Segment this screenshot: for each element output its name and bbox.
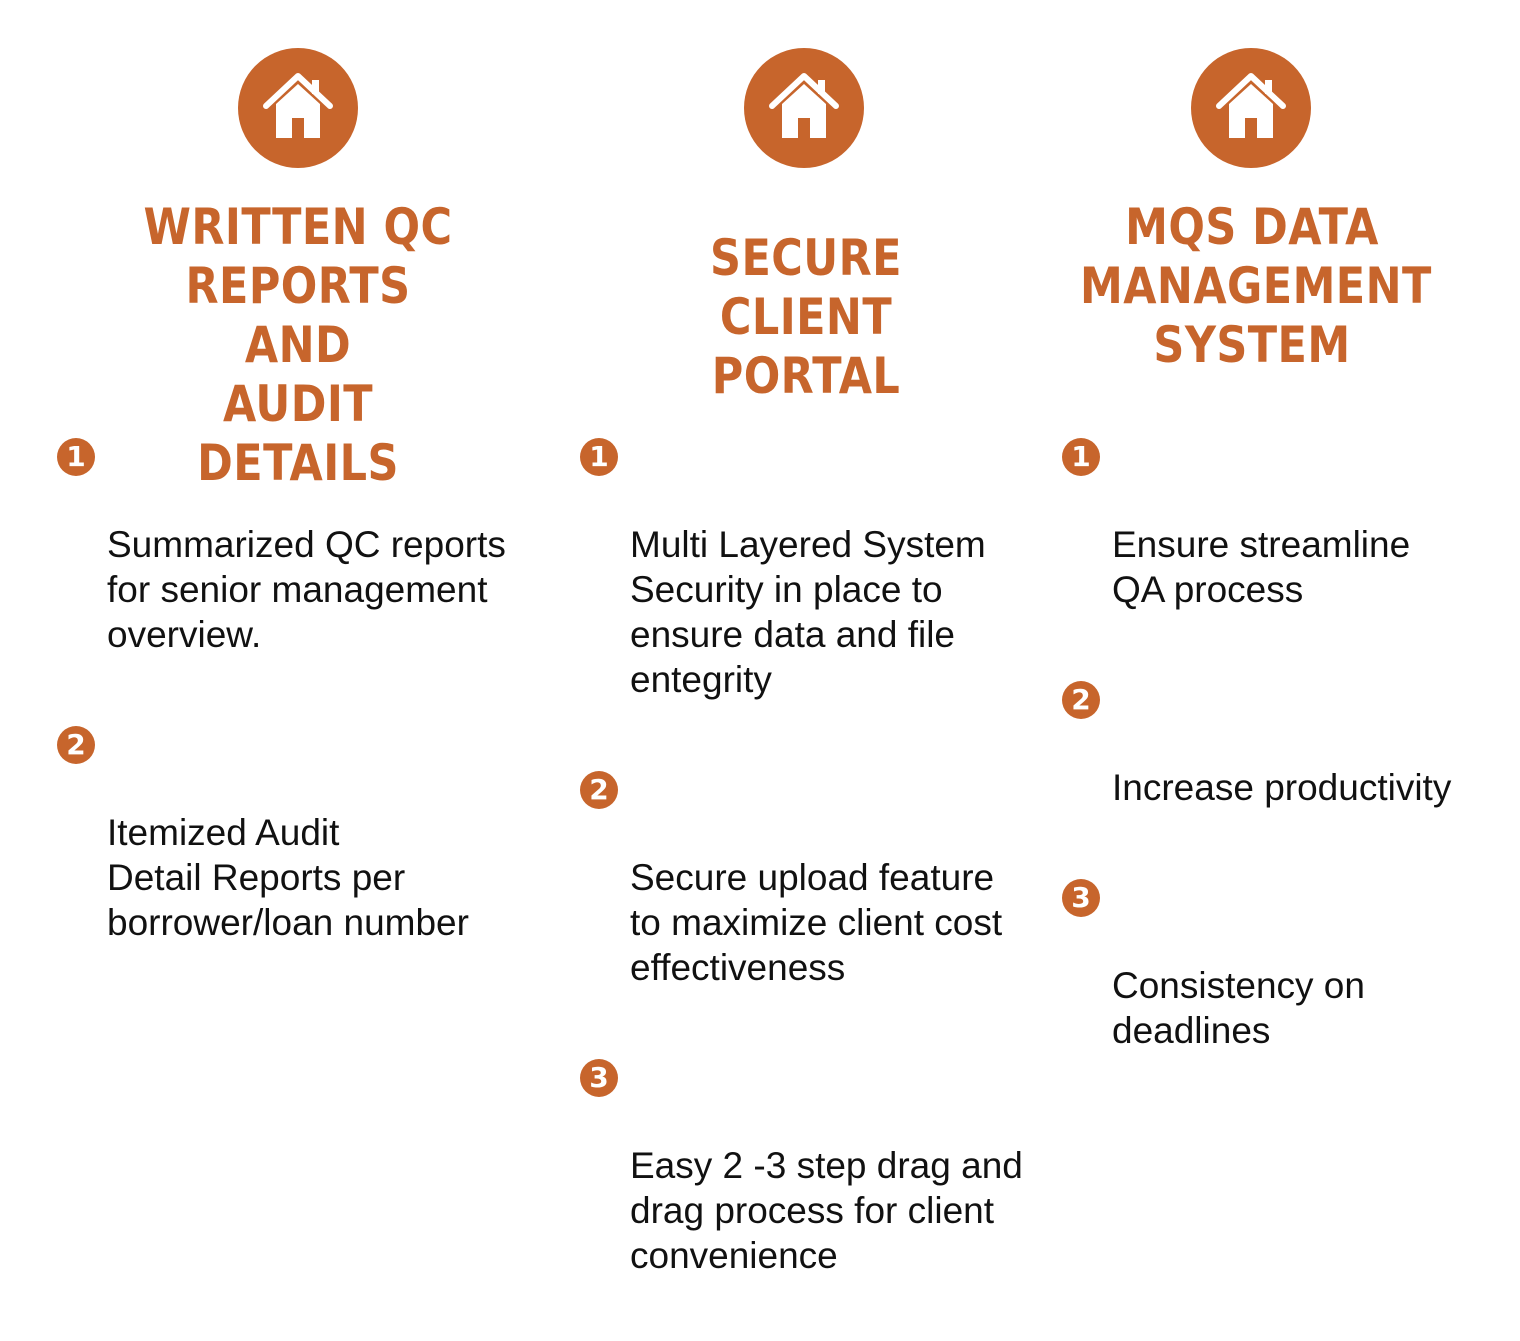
home-icon-glyph xyxy=(1216,73,1286,138)
number-badge: 1 xyxy=(1062,438,1100,476)
home-icon-glyph xyxy=(769,73,839,138)
list-item: 1 Multi Layered System Security in place… xyxy=(580,432,1050,747)
list-item-text: Increase productivity xyxy=(1112,767,1452,808)
list-item-text: Itemized Audit Detail Reports per borrow… xyxy=(107,812,469,943)
feature-list: 1 Summarized QC reports for senior manag… xyxy=(57,432,537,1008)
list-item: 2 Itemized Audit Detail Reports per borr… xyxy=(57,720,537,990)
list-item-text: Secure upload feature to maximize client… xyxy=(630,857,1003,988)
number-badge: 3 xyxy=(580,1059,618,1097)
number-badge: 1 xyxy=(57,438,95,476)
home-icon-glyph xyxy=(263,73,333,138)
list-item-text: Consistency on deadlines xyxy=(1112,965,1365,1051)
list-item: 3 Consistency on deadlines xyxy=(1062,873,1502,1098)
list-item: 3 Easy 2 -3 step drag and drag process f… xyxy=(580,1053,1050,1323)
column-title: SECURE CLIENT PORTAL xyxy=(710,229,902,405)
number-badge: 1 xyxy=(580,438,618,476)
column-title: MQS DATA MANAGEMENT SYSTEM xyxy=(1080,198,1432,374)
list-item: 1 Summarized QC reports for senior manag… xyxy=(57,432,537,702)
list-item-text: Multi Layered System Security in place t… xyxy=(630,524,986,700)
home-icon xyxy=(744,48,864,168)
number-badge: 2 xyxy=(57,726,95,764)
number-badge: 3 xyxy=(1062,879,1100,917)
list-item-text: Ensure streamline QA process xyxy=(1112,524,1411,610)
list-item: 2 Secure upload feature to maximize clie… xyxy=(580,765,1050,1035)
feature-list: 1 Ensure streamline QA process 2 Increas… xyxy=(1062,432,1502,1116)
list-item-text: Summarized QC reports for senior managem… xyxy=(107,524,506,655)
number-badge: 2 xyxy=(1062,681,1100,719)
list-item-text: Easy 2 -3 step drag and drag process for… xyxy=(630,1145,1023,1276)
number-badge: 2 xyxy=(580,771,618,809)
list-item: 1 Ensure streamline QA process xyxy=(1062,432,1502,657)
home-icon xyxy=(1191,48,1311,168)
feature-list: 1 Multi Layered System Security in place… xyxy=(580,432,1050,1341)
list-item: 2 Increase productivity xyxy=(1062,675,1502,855)
home-icon xyxy=(238,48,358,168)
column-title: WRITTEN QC REPORTS AND AUDIT DETAILS xyxy=(143,198,453,492)
